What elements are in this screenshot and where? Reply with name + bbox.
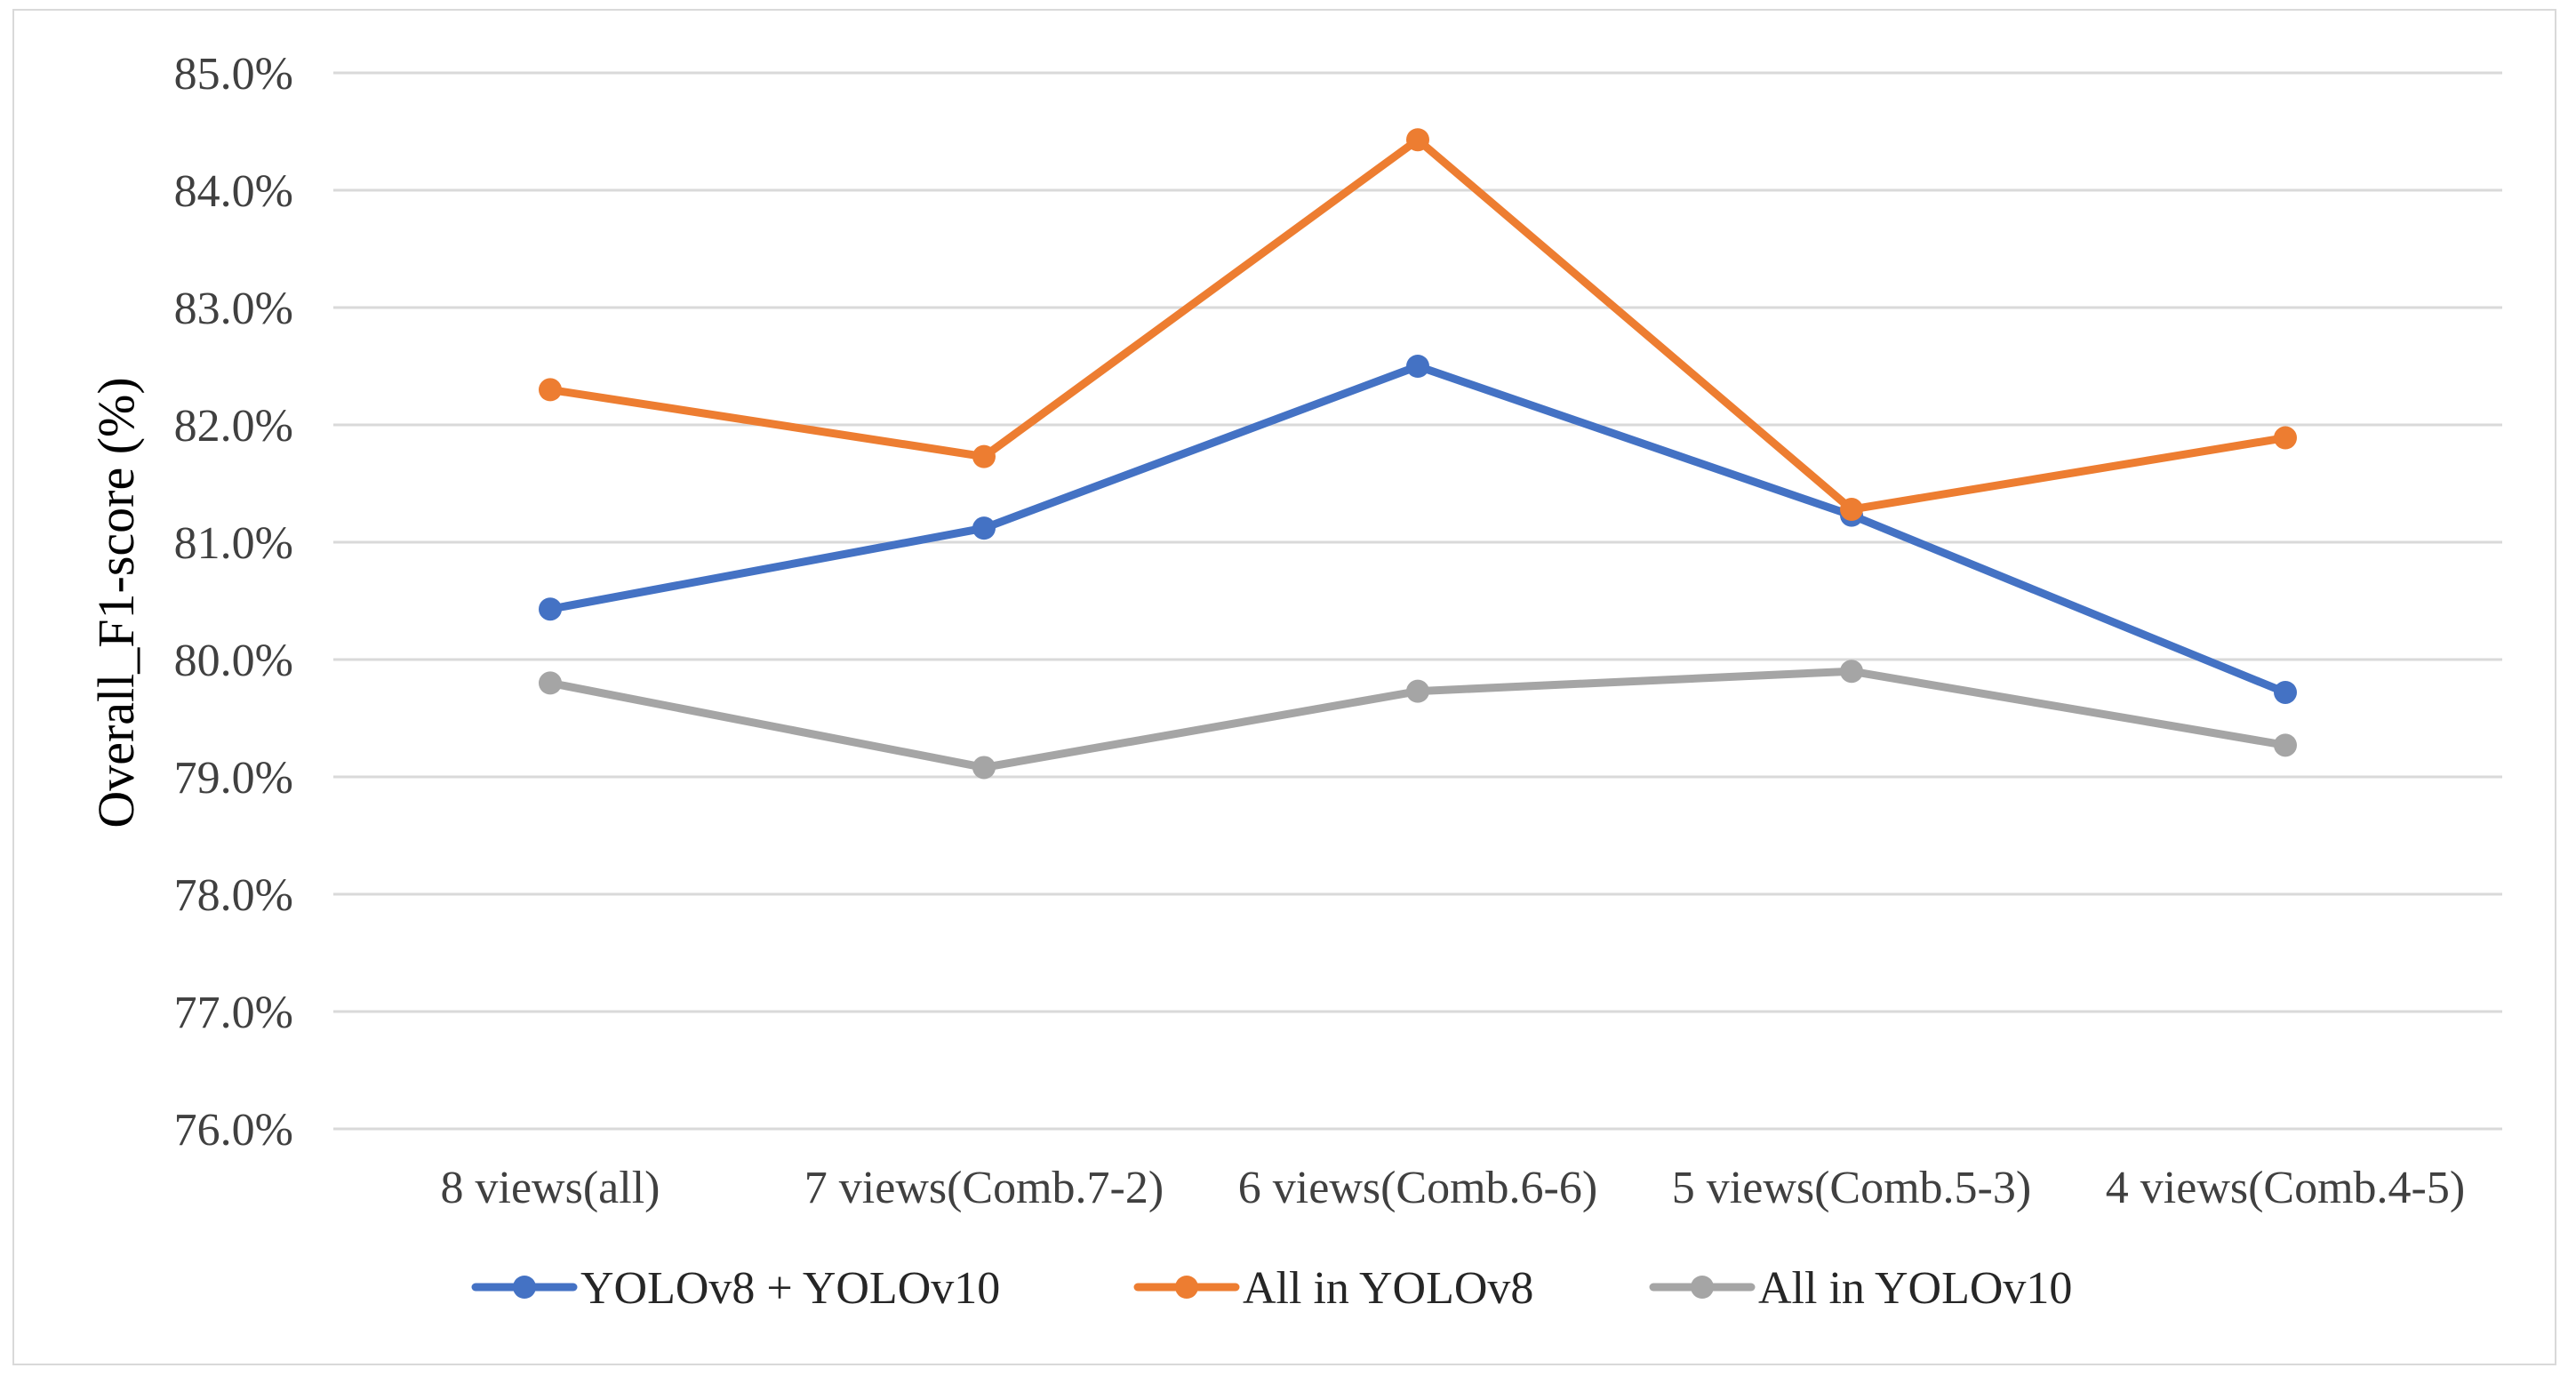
data-point bbox=[2274, 680, 2297, 704]
legend-item: All in YOLOv8 bbox=[1133, 1263, 1533, 1314]
data-point bbox=[539, 378, 562, 402]
data-point bbox=[1406, 128, 1429, 152]
y-axis-ticks: 76.0% 77.0% 78.0% 79.0% 80.0% 81.0% 82.0% 83.0%… bbox=[174, 49, 293, 1156]
series-line bbox=[546, 362, 2290, 697]
x-axis-ticks: 8 views(all) 7 views(Comb.7-2) 6 views(Com… bbox=[441, 1163, 2466, 1213]
x-tick-label: 7 views(Comb.7-2) bbox=[804, 1163, 1164, 1213]
x-tick-label: 6 views(Comb.6-6) bbox=[1238, 1163, 1597, 1213]
y-tick-label: 84.0% bbox=[174, 166, 293, 217]
data-point bbox=[1840, 498, 1863, 522]
data-point bbox=[2274, 733, 2297, 757]
gridlines bbox=[333, 71, 2502, 1131]
data-point bbox=[1406, 355, 1429, 378]
data-point bbox=[972, 516, 996, 540]
legend-swatch-marker bbox=[1175, 1276, 1198, 1299]
legend-label: All in YOLOv10 bbox=[1758, 1263, 2072, 1314]
data-point bbox=[2274, 426, 2297, 450]
legend-label: All in YOLOv8 bbox=[1243, 1263, 1533, 1314]
y-tick-label: 77.0% bbox=[174, 988, 293, 1038]
data-point bbox=[1840, 660, 1863, 684]
y-tick-label: 80.0% bbox=[174, 636, 293, 686]
data-point bbox=[539, 597, 562, 621]
y-tick-label: 79.0% bbox=[174, 753, 293, 804]
y-tick-label: 85.0% bbox=[174, 49, 293, 100]
series-line bbox=[546, 135, 2290, 514]
series-2 bbox=[539, 128, 2297, 522]
legend-item: All in YOLOv10 bbox=[1649, 1263, 2072, 1314]
legend-swatch-marker bbox=[1691, 1276, 1714, 1299]
x-tick-label: 4 views(Comb.4-5) bbox=[2106, 1163, 2465, 1213]
x-tick-label: 8 views(all) bbox=[441, 1163, 660, 1213]
legend-item: YOLOv8 + YOLOv10 bbox=[471, 1263, 1000, 1314]
legend-swatch-marker bbox=[513, 1276, 536, 1299]
y-tick-label: 81.0% bbox=[174, 518, 293, 569]
data-point bbox=[1406, 679, 1429, 703]
legend-label: YOLOv8 + YOLOv10 bbox=[580, 1263, 1000, 1314]
data-point bbox=[539, 671, 562, 695]
series-1 bbox=[539, 355, 2297, 704]
x-tick-label: 5 views(Comb.5-3) bbox=[1672, 1163, 2031, 1213]
y-tick-label: 82.0% bbox=[174, 401, 293, 452]
y-tick-label: 76.0% bbox=[174, 1105, 293, 1156]
data-point bbox=[972, 756, 996, 780]
data-point bbox=[972, 444, 996, 468]
legend: YOLOv8 + YOLOv10 All in YOLOv8 All in YOLO… bbox=[471, 1263, 2072, 1314]
y-axis-title: Overall_F1-score (%) bbox=[87, 377, 145, 828]
y-tick-label: 83.0% bbox=[174, 284, 293, 334]
series bbox=[539, 128, 2297, 780]
y-tick-label: 78.0% bbox=[174, 870, 293, 921]
series-3 bbox=[539, 660, 2297, 780]
